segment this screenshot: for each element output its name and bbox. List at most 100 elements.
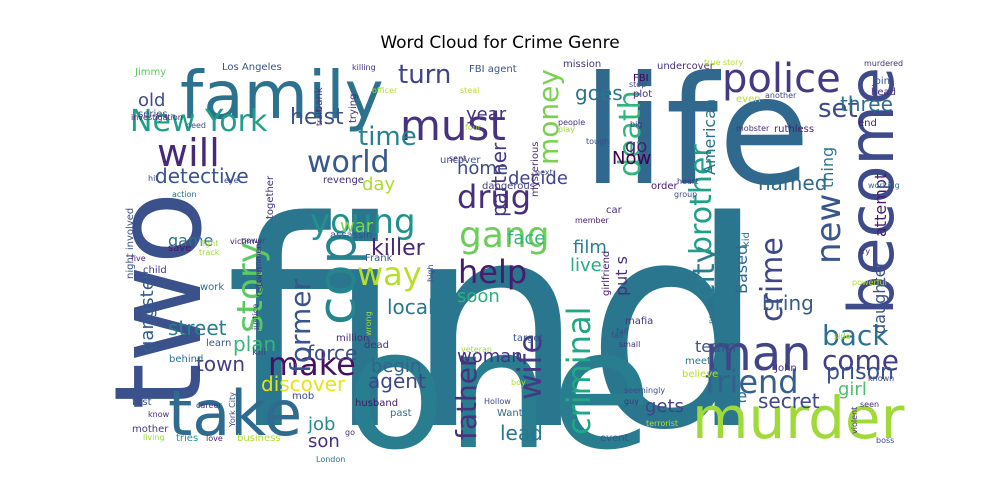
word-must: must [400,101,506,150]
word-boss: boss [876,436,894,445]
word-three: three [840,92,893,116]
word-money: money [532,69,565,165]
word-bring: bring [762,291,814,315]
word-know: know [148,410,170,419]
word-event: event [600,433,629,444]
word-soon: soon [457,286,500,307]
word-fbi: FBI [633,73,649,84]
word-lead: lead [500,421,543,445]
word-come: come [822,344,899,377]
word-street: street [168,316,227,340]
word-tough: tough [586,137,609,146]
word-find: find [225,161,766,493]
word-uncover: uncover [440,155,481,166]
word-based: Based [732,245,751,294]
word-prison: prison [826,360,894,385]
word-year: year [466,104,507,125]
word-gangster: gangster [137,271,158,352]
word-victim: victim [230,237,255,246]
word-world: world [307,145,390,180]
word-plot: plot [633,89,652,100]
word-story: story [230,242,271,333]
word-life: life [582,45,810,219]
word-man: man [705,326,812,382]
word-steal: steal [460,86,479,95]
word-try: try [859,247,870,256]
word-criminal: criminal [560,307,598,435]
word-mysterious: mysterious [530,142,541,198]
word-go: go [345,428,355,437]
word-car: car [606,205,623,216]
word-back: back [822,319,889,352]
word-learn: learn [206,338,231,349]
word-gang: gang [459,215,550,256]
word-officer: officer [372,86,398,95]
word-believe: believe [682,369,718,380]
word-day: day [362,174,395,195]
word-secret: secret [758,389,820,413]
word-time: time [358,122,417,152]
word-help: help [458,253,527,291]
word-crime: crime [755,237,790,322]
word-end: end [858,118,877,129]
word-live: live [570,255,602,276]
word-former: former [284,278,317,373]
word-boy: boy [511,378,526,387]
word-heart: heart [677,177,698,186]
word-force: force [307,341,357,365]
word-seemingly: seemingly [624,386,665,395]
word-investigation: investigation [131,113,183,122]
word-two: two [90,191,229,410]
word-mobster: mobster [736,124,770,133]
word-track: track [199,248,220,257]
word-discover: discover [261,372,346,396]
word-career: career [196,401,222,410]
word-girlfriend: girlfriend [601,251,612,296]
word-city: city [687,246,722,300]
word-even: even [736,94,761,105]
word-next: next [535,168,553,177]
word-undercover: undercover [657,61,715,72]
word-first: first [132,397,152,408]
word-assassin: assassin [330,230,372,241]
word-agent: agent [368,369,426,393]
word-job: job [307,414,335,435]
word-working: working [868,181,900,190]
word-jimmy: Jimmy [134,67,166,78]
word-need: need [186,121,206,130]
word-goes: goes [575,81,623,105]
word-business: business [237,433,281,444]
word-sent: sent [449,154,466,163]
word-home: home [457,158,508,179]
word-series: series [138,109,168,120]
word-make: make [268,345,356,383]
word-father: father [450,355,483,440]
word-want: Want [497,408,523,419]
word-fall: fall [616,327,628,336]
word-gets: gets [645,396,684,417]
word-meet: meet [685,356,711,367]
word-small: small [619,340,640,349]
word-attempt: attempt [871,173,890,237]
word-bank: bank [314,87,325,112]
word-violent: violent [850,407,859,434]
word-cop: cop [308,232,368,325]
word-game: game [168,231,213,250]
word-london: London [316,455,345,464]
word-john: John [774,363,797,374]
word-terrorist: terrorist [646,419,678,428]
word-hit: hit [148,174,158,183]
word-girl: girl [838,379,867,400]
word-power: power [241,236,266,245]
word-heist: heist [290,105,344,130]
word-will: will [157,131,220,175]
word-war: war [340,216,374,237]
word-killing: killing [352,63,376,72]
word-daughter: daughter [870,260,889,334]
word-play: play [558,125,575,134]
word-veteran: veteran [461,345,492,354]
word-guy: guy [624,397,639,406]
word-love: love [206,434,223,443]
word-trying: trying [348,94,359,123]
word-young: young [310,202,416,242]
